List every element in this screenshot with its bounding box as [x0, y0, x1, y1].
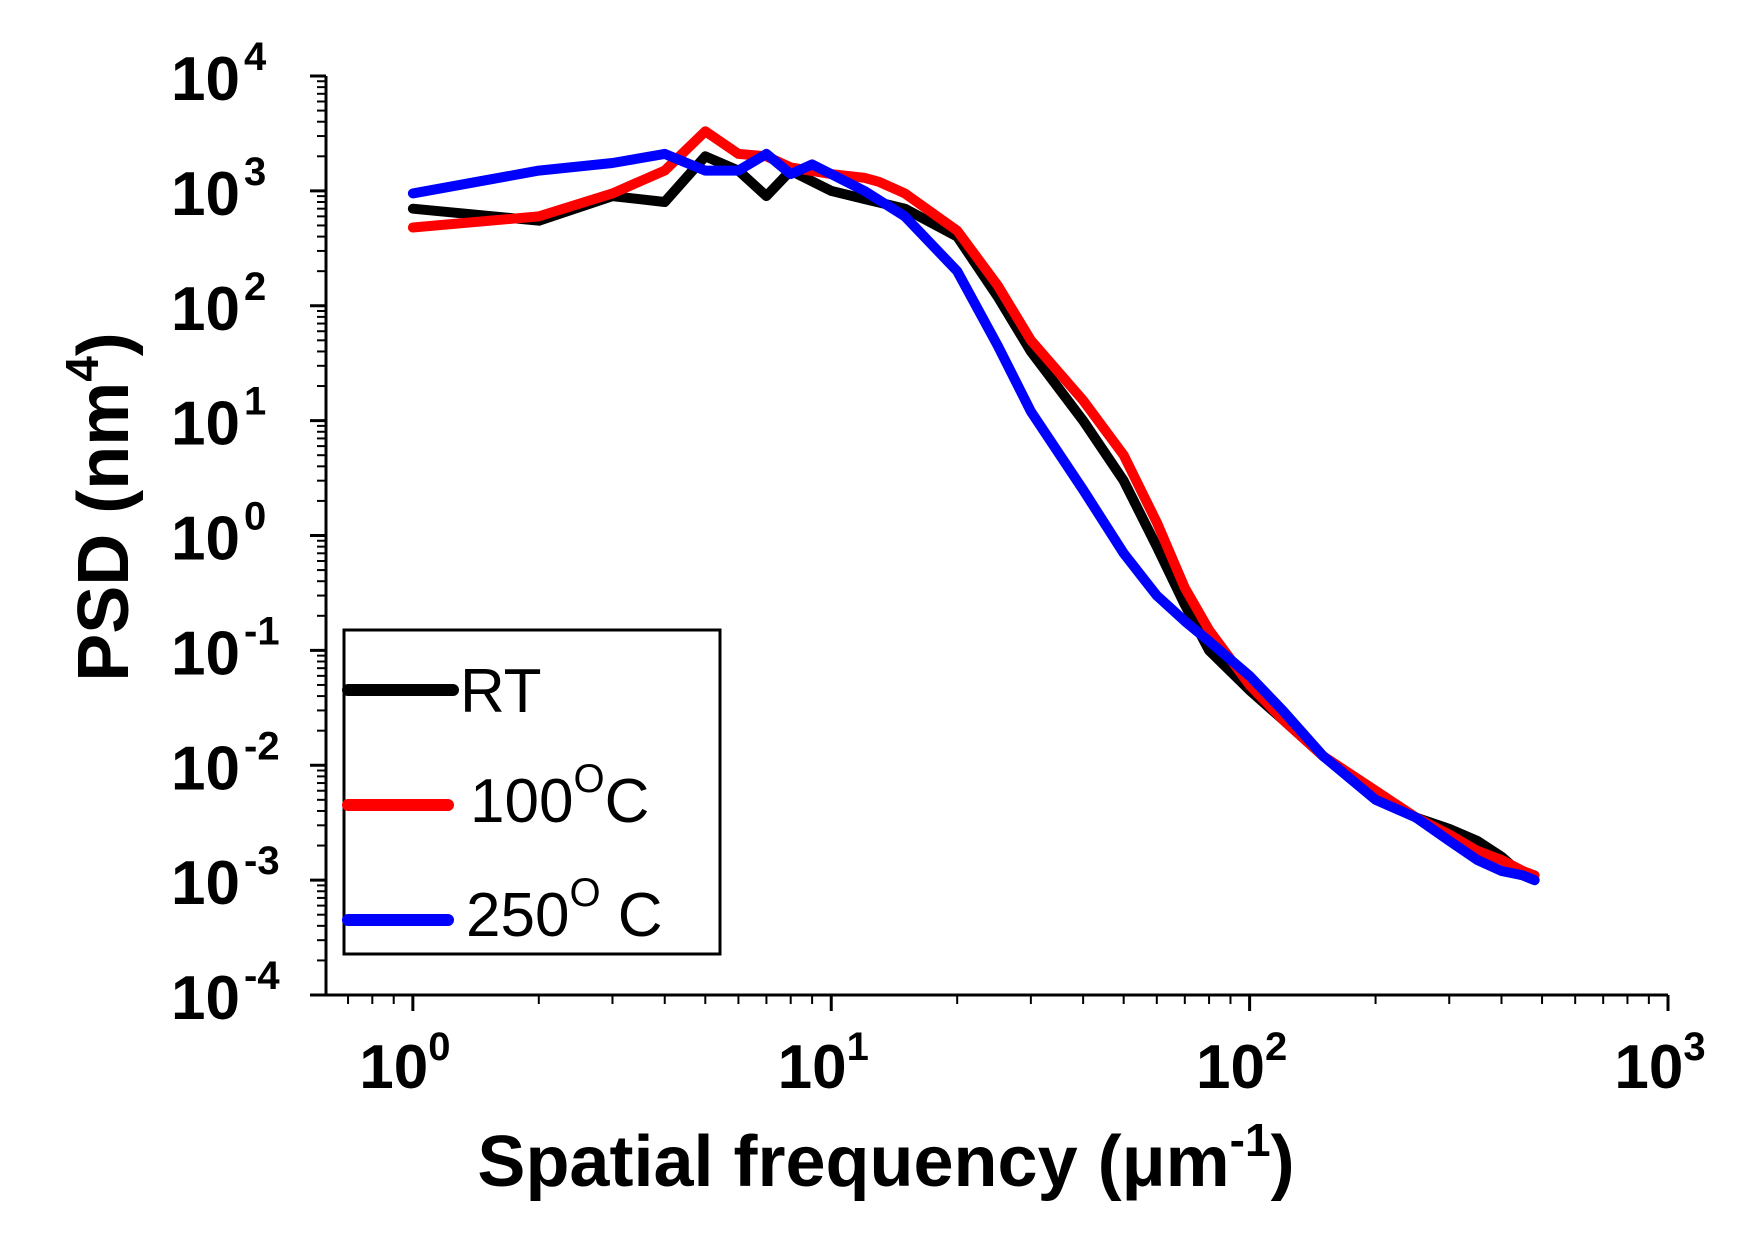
y-tick-label: 10: [171, 734, 240, 803]
y-tick-label: 10: [171, 619, 240, 688]
legend-label-rt: RT: [460, 657, 542, 726]
series-line-2: [407, 148, 1540, 886]
x-tick-label: 100: [359, 1025, 450, 1102]
y-tick-label: 10: [171, 160, 240, 229]
y-tick-exponent: -4: [244, 954, 280, 998]
x-axis-title: Spatial frequency (μm-1): [477, 1114, 1294, 1202]
x-tick-labels: 100 101 102 103: [359, 1025, 1705, 1102]
legend-label-100c: 100OC: [470, 757, 649, 836]
x-tick-label: 101: [778, 1025, 869, 1102]
y-tick-exponent: 2: [244, 265, 266, 309]
y-tick-exponent: 3: [244, 150, 266, 194]
y-tick-exponent: 1: [244, 380, 266, 424]
y-tick-exponent: -2: [244, 724, 280, 768]
y-tick-exponent: 0: [244, 495, 266, 539]
y-tick-label: 10: [171, 505, 240, 574]
axes-layer: [310, 74, 1670, 1011]
y-tick-exponent: -3: [244, 839, 280, 883]
y-tick-label: 10: [171, 45, 240, 114]
y-tick-label: 10: [171, 964, 240, 1033]
y-tick-label: 10: [171, 390, 240, 459]
legend: RT 100OC 250O C: [342, 628, 722, 956]
series-layer: [407, 126, 1540, 886]
x-tick-label: 103: [1614, 1025, 1705, 1102]
y-tick-label: 10: [171, 275, 240, 344]
y-axis-title: PSD (nm4): [56, 332, 144, 682]
y-tick-label: 10: [171, 849, 240, 918]
y-tick-exponent: -1: [244, 609, 280, 653]
y-tick-exponent: 4: [244, 35, 267, 79]
x-tick-label: 102: [1196, 1025, 1287, 1102]
legend-label-250c: 250O C: [466, 871, 663, 950]
